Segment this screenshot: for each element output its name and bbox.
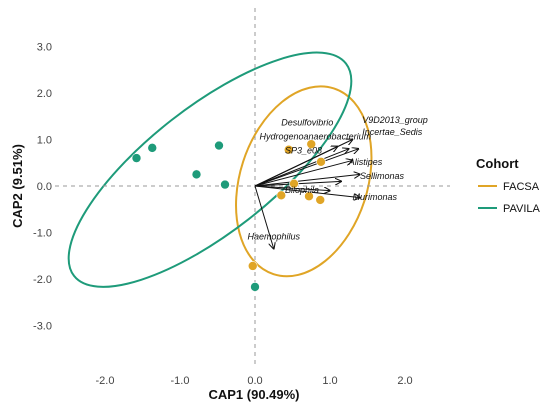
ellipse-pavila [67,51,353,288]
point-facsa-8 [247,261,258,271]
arrow-label-murimonas: Murimonas [353,192,398,202]
x-tick-label-3: 0.0 [247,375,262,387]
y-tick-label-3: 1.0 [37,135,52,147]
arrow-bilophila [254,185,330,191]
legend-title: Cohort [476,156,519,171]
biplot-arrow-labels: V9D2013_group Desulfovibrio Hydrogenoanaer… [248,115,428,241]
point-pavila-4 [214,140,224,151]
y-tick-label-4: 0.0 [37,181,52,193]
point-pavila-6 [250,282,260,292]
point-facsa-4 [289,178,299,189]
arrow-label-sellimonas: Sellimonas [360,171,405,181]
arrow-label-desulfovibrio: Desulfovibrio [281,118,333,128]
y-tick-label-5: -1.0 [33,228,52,240]
y-axis-title: CAP2 (9.51%) [10,144,25,228]
arrow-haemophilus [254,185,274,249]
point-facsa-5 [304,191,314,202]
point-pavila-3 [191,169,202,180]
x-tick-label-1: -2.0 [96,375,115,387]
x-axis-ticks: -2.0 -1.0 0.0 1.0 2.0 [96,375,413,387]
arrow-incertae-sedis [254,149,359,187]
x-tick-label-2: -1.0 [171,375,190,387]
y-tick-label-7: -3.0 [33,321,52,333]
point-facsa-1 [283,144,294,155]
y-axis-ticks: 3.0 2.0 1.0 0.0 -1.0 -2.0 -3.0 [33,42,52,333]
legend-label-pavila: PAVILA [503,203,541,215]
x-tick-label-4: 1.0 [322,375,337,387]
arrow-label-v9d2013-group: V9D2013_group [362,115,428,125]
point-facsa-3 [316,157,326,167]
arrow-hydrogenoanaerobacterium [254,149,349,187]
ellipse-facsa [235,85,373,278]
legend: Cohort FACSA PAVILA [476,156,541,215]
y-tick-label-6: -2.0 [33,274,52,286]
y-tick-label-1: 3.0 [37,42,52,54]
point-facsa-2 [306,139,317,149]
x-tick-label-5: 2.0 [397,375,412,387]
legend-label-facsa: FACSA [503,181,540,193]
point-pavila-2 [147,143,158,153]
arrow-label-hydrogenoanaerobacterium: Hydrogenoanaerobacterium [260,132,372,142]
point-pavila-1 [131,153,142,163]
arrow-sellimonas [254,174,360,187]
arrow-label-bilophila: Bilophila [285,185,319,195]
point-pavila-5 [220,179,230,190]
point-facsa-6 [315,195,326,205]
point-facsa-7 [276,190,287,201]
arrow-label-alistipes: Alistipes [348,157,383,167]
arrow-alistipes [254,160,353,187]
arrow-label-incertae-sedis: Incertae_Sedis [362,127,423,137]
y-tick-label-2: 2.0 [37,88,52,100]
x-axis-title: CAP1 (90.49%) [208,387,299,402]
arrow-label-sp3-e08: SP3_e08 [285,145,322,155]
zero-reference-lines [55,8,450,365]
sample-points [131,139,326,292]
arrow-desulfovibrio [254,146,338,187]
arrow-label-haemophilus: Haemophilus [248,231,301,241]
confidence-ellipses [67,51,373,288]
